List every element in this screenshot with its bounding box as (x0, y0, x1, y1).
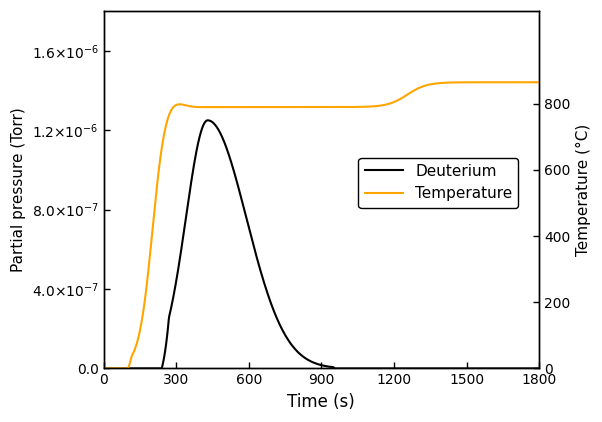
Temperature (100, 366, 107, 371)
Temperature (122, 366, 129, 371)
Deuterium (258, 271, 265, 276)
Temperature (446, 80, 453, 85)
Deuterium (535, 366, 542, 371)
Temperature (258, 105, 265, 110)
Deuterium (423, 366, 430, 371)
Y-axis label: Partial pressure (Torr): Partial pressure (Torr) (11, 108, 26, 272)
Deuterium (122, 366, 129, 371)
Temperature (377, 103, 384, 108)
Y-axis label: Temperature (°C): Temperature (°C) (576, 124, 591, 256)
Temperature (358, 104, 365, 109)
Deuterium (446, 366, 453, 371)
Line: Temperature: Temperature (104, 82, 539, 368)
X-axis label: Time (s): Time (s) (288, 393, 355, 411)
Temperature (535, 80, 542, 85)
Line: Deuterium: Deuterium (104, 120, 539, 368)
Legend: Deuterium, Temperature: Deuterium, Temperature (358, 158, 518, 208)
Deuterium (358, 366, 365, 371)
Deuterium (377, 366, 384, 371)
Deuterium (204, 118, 211, 123)
Deuterium (100, 366, 107, 371)
Temperature (423, 83, 430, 88)
